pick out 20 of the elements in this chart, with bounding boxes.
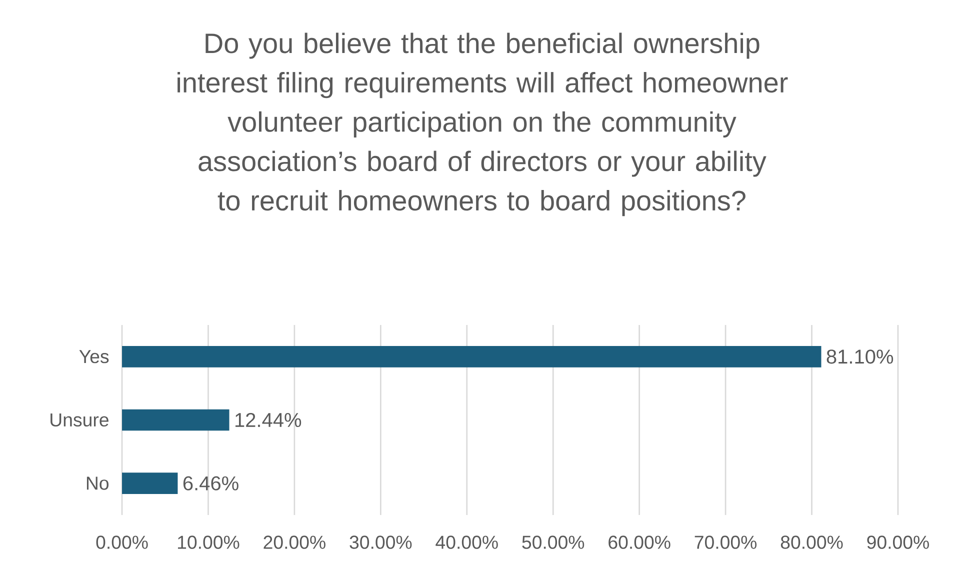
x-tick-label: 0.00% bbox=[96, 536, 148, 549]
bar bbox=[122, 346, 822, 368]
y-tick-label: Yes bbox=[79, 350, 109, 364]
bar bbox=[122, 472, 178, 494]
x-tick-label: 10.00% bbox=[178, 536, 240, 549]
data-label: 12.44% bbox=[236, 412, 302, 428]
x-tick-label: 60.00% bbox=[608, 536, 670, 549]
x-tick-label: 30.00% bbox=[350, 536, 412, 549]
x-tick-label: 40.00% bbox=[436, 536, 498, 549]
bar bbox=[122, 409, 230, 431]
x-tick-label: 50.00% bbox=[522, 536, 584, 549]
x-tick-label: 70.00% bbox=[694, 536, 757, 549]
data-label: 81.10% bbox=[826, 350, 894, 364]
x-tick-label: 80.00% bbox=[780, 536, 843, 549]
y-tick-label: No bbox=[86, 476, 109, 490]
x-tick-label: 20.00% bbox=[264, 536, 326, 549]
data-label: 6.46% bbox=[183, 476, 238, 490]
x-tick-label: 90.00% bbox=[867, 536, 929, 549]
y-tick-label: Unsure bbox=[50, 413, 108, 427]
chart-title: Do you believe that the beneficial ownership interest filing requirements will affect homeowner volunteer participation on the community association’s board of directors or your ability to recruit homeowners to board positions? bbox=[178, 32, 788, 216]
